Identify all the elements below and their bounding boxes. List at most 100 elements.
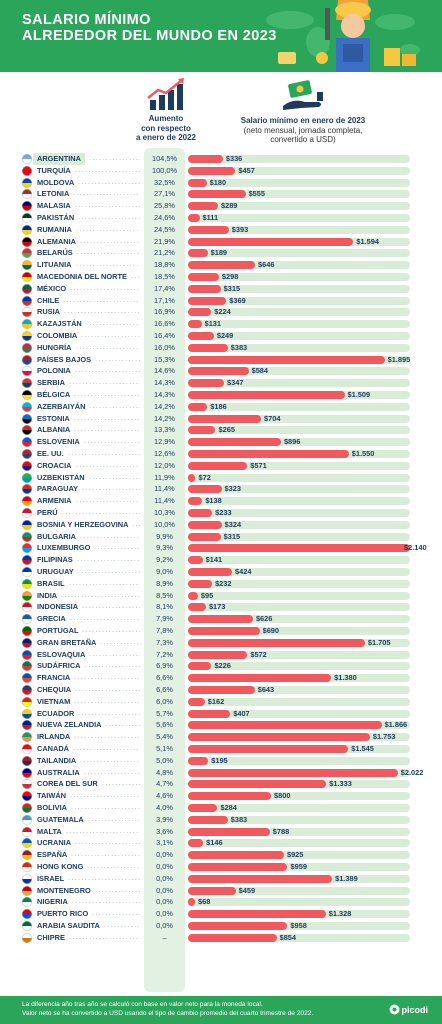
wage-bar <box>188 697 205 706</box>
table-row: GRAN BRETAÑA............. 7,3% $1.705 <box>0 637 442 649</box>
world-map-icon <box>266 11 420 57</box>
country-flag-icon <box>22 555 32 566</box>
table-row: ISRAEL...................... 0,0% $1.389 <box>0 873 442 885</box>
wage-bar <box>188 438 281 447</box>
leader-dots: ... <box>132 520 140 528</box>
bar-track <box>188 579 410 588</box>
wage-label: $925 <box>286 850 304 860</box>
increase-value: 18,5% <box>154 272 175 281</box>
wage-label: $959 <box>290 862 307 871</box>
country-flag-icon <box>22 401 32 412</box>
increase-value: 16,6% <box>154 319 175 329</box>
leader-dots: .................. <box>81 332 140 339</box>
bar-track <box>188 320 410 329</box>
table-row: GRECIA...................... 7,9% $626 <box>0 613 442 625</box>
bar-track <box>188 485 410 494</box>
wage-bar <box>188 851 284 860</box>
country-flag-icon <box>22 578 32 589</box>
table-row: MOLDOVA................... 32,5% $180 <box>0 177 442 189</box>
table-row: CANADÁ..................... 5,1% $1.545 <box>0 743 442 755</box>
bar-track <box>188 402 410 411</box>
table-row: INDONESIA.................. 8,1% $173 <box>0 601 442 613</box>
wage-label: $788 <box>272 826 290 836</box>
country-name: MÉXICO <box>37 283 67 293</box>
increase-value: 14,3% <box>154 390 175 399</box>
wage-label: $141 <box>205 555 223 565</box>
country-name: URUGUAY <box>37 567 74 576</box>
wage-bar <box>188 509 213 517</box>
leader-dots: .................... <box>75 686 140 693</box>
bar-track <box>188 473 410 482</box>
leader-dots: ................ <box>89 155 140 162</box>
wage-label: $95 <box>200 590 214 600</box>
country-flag-icon <box>22 767 32 778</box>
table-row: CHILE........................ 17,1% $369 <box>0 295 442 307</box>
country-flag-icon <box>22 472 32 483</box>
country-name: FRANCIA <box>37 673 71 683</box>
wage-label: $1.550 <box>351 449 375 458</box>
header-banner: SALARIO MÍNIMO ALREDEDOR DEL MUNDO EN 20… <box>0 0 442 72</box>
leader-dots: .................... <box>76 497 140 505</box>
title-line-2: ALREDEDOR DEL MUNDO EN 2023 <box>22 28 277 44</box>
table-row: SUDÁFRICA................. 6,9% $226 <box>0 660 442 672</box>
table-row: ECUADOR................... 5,7% $407 <box>0 708 442 720</box>
country-flag-icon <box>22 814 32 825</box>
country-flag-icon <box>22 779 32 790</box>
wage-bar <box>188 155 223 163</box>
wage-label: $800 <box>273 791 291 801</box>
country-name: FILIPINAS <box>37 555 73 565</box>
increase-value: 7,3% <box>156 637 173 647</box>
wage-bar <box>188 166 236 175</box>
wage-bar <box>188 910 326 919</box>
leader-dots: .................... <box>75 839 140 847</box>
country-flag-icon <box>22 531 32 542</box>
increase-value: 21,2% <box>154 248 175 258</box>
wage-bar <box>188 320 202 329</box>
table-row: ESTONIA.................... 14,2% $704 <box>0 413 442 425</box>
increase-value: 12,0% <box>154 460 175 470</box>
leader-dots: ...................... <box>69 579 140 587</box>
country-name: AZERBAIYÁN <box>37 401 86 411</box>
wage-label: $1.545 <box>351 744 374 753</box>
country-flag-icon <box>22 484 32 495</box>
country-name: PORTUGAL <box>37 626 79 635</box>
country-flag-icon <box>22 307 32 318</box>
country-name: LUXEMBURGO <box>37 543 91 553</box>
country-flag-icon <box>22 189 32 200</box>
bar-track <box>188 214 410 222</box>
country-name: CHILE <box>37 295 60 305</box>
wage-label: $284 <box>220 803 237 812</box>
country-name: CHEQUIA <box>37 685 72 694</box>
increase-value: 9,9% <box>156 531 173 541</box>
country-name: NUEVA ZELANDIA <box>37 720 102 730</box>
wage-bar <box>188 709 231 718</box>
table-row: INDIA........................ 8,5% $95 <box>0 590 442 602</box>
increase-header-line-2: con respecto <box>141 123 191 133</box>
country-flag-icon <box>22 366 32 377</box>
increase-value: – <box>162 932 167 942</box>
leader-dots: .................... <box>76 461 140 469</box>
wage-bar <box>188 284 221 293</box>
bar-track <box>188 343 410 352</box>
country-name: CANADÁ <box>37 744 70 753</box>
wage-label: $1.380 <box>334 673 357 683</box>
country-name: UCRANIA <box>37 838 72 848</box>
wage-bar <box>188 414 262 423</box>
wage-bar <box>188 532 221 541</box>
table-row: MONTENEGRO.............. 0,0% $459 <box>0 885 442 897</box>
bar-track <box>188 461 410 470</box>
wage-label: $232 <box>215 578 232 588</box>
wage-label: $180 <box>209 177 227 187</box>
wage-label: $555 <box>248 189 266 199</box>
table-row: RUMANIA.................... 24,5% $393 <box>0 224 442 236</box>
wage-bar <box>188 391 345 399</box>
country-name: MOLDOVA <box>37 177 75 187</box>
leader-dots: .............. <box>94 544 140 552</box>
wage-label: $189 <box>210 248 228 258</box>
country-flag-icon <box>22 390 32 400</box>
country-name: UZBEKISTÁN <box>37 472 85 482</box>
country-flag-icon <box>22 590 32 601</box>
bar-track <box>188 532 410 541</box>
country-flag-icon <box>22 413 32 424</box>
leader-dots: .................... <box>76 261 140 269</box>
